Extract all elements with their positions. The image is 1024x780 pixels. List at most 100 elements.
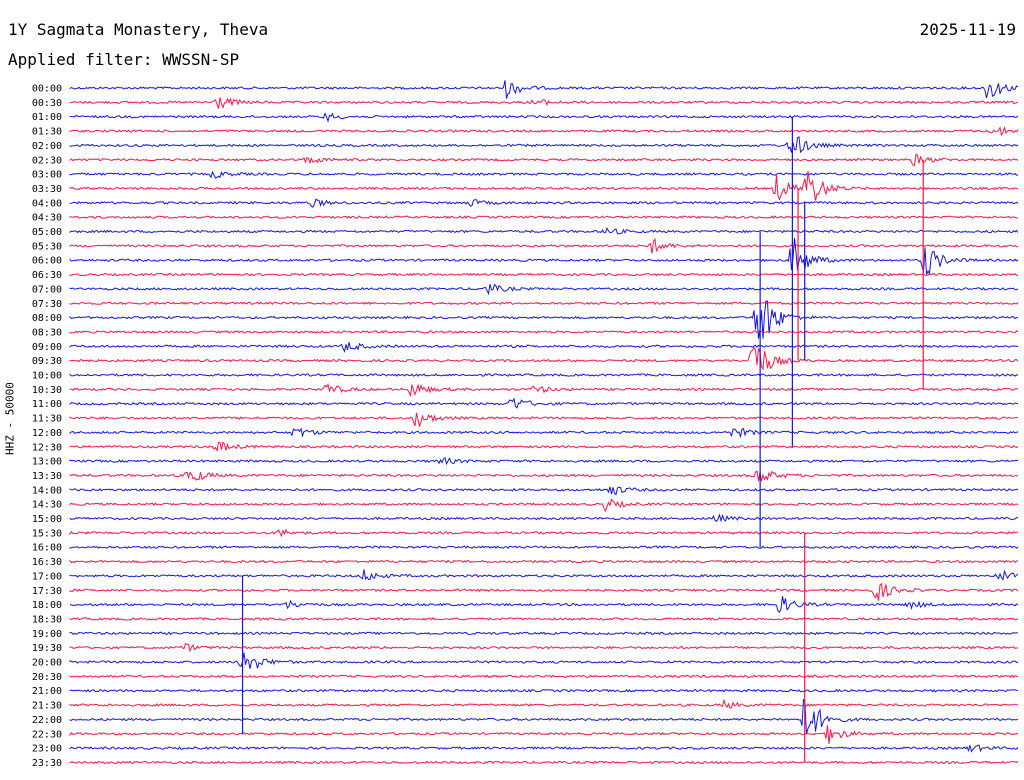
row-time-label: 20:00 [32,658,62,669]
row-time-label: 00:00 [32,84,62,95]
trace-line-0730 [69,301,1019,306]
trace-line-1030 [69,383,1019,398]
row-time-label: 18:30 [32,614,62,625]
trace-line-1500 [69,513,1019,523]
trace-line-1830 [69,617,1019,621]
row-time-label: 13:00 [32,457,62,468]
trace-line-1600 [69,545,1019,550]
trace-line-1130 [69,412,1019,428]
trace-line-0830 [69,330,1019,334]
row-time-label: 22:30 [32,729,62,740]
row-time-label: 14:30 [32,500,62,511]
row-time-label: 02:00 [32,141,62,152]
trace-line-0530 [69,237,1019,254]
trace-line-1300 [69,456,1019,466]
trace-line-0400 [69,198,1019,208]
row-time-label: 04:30 [32,213,62,224]
row-time-label: 02:30 [32,155,62,166]
trace-line-1730 [69,582,1019,601]
trace-line-1530 [69,528,1018,538]
trace-line-0930 [69,346,1019,371]
trace-line-0100 [69,112,1019,123]
trace-line-2100 [69,688,1019,693]
row-time-label: 16:00 [32,543,62,554]
row-time-label: 13:30 [32,471,62,482]
trace-line-0900 [69,342,1019,353]
row-time-label: 23:30 [32,758,62,769]
row-time-label: 09:00 [32,342,62,353]
trace-line-1400 [69,486,1019,496]
trace-line-1630 [69,559,1019,564]
row-time-label: 01:30 [32,127,62,138]
trace-line-0700 [69,283,1019,296]
trace-line-0330 [69,170,1019,201]
row-time-label: 22:00 [32,715,62,726]
row-time-label: 06:00 [32,256,62,267]
row-time-label: 09:30 [32,356,62,367]
trace-line-1000 [69,373,1019,377]
row-time-label: 15:30 [32,528,62,539]
row-time-label: 03:30 [32,184,62,195]
row-time-label: 07:30 [32,299,62,310]
row-time-label: 15:00 [32,514,62,525]
trace-line-1900 [69,631,1019,636]
trace-line-0430 [69,215,1019,220]
row-time-label: 05:30 [32,241,62,252]
row-time-label: 05:00 [32,227,62,238]
trace-line-2300 [69,744,1019,753]
trace-line-0600 [69,238,1019,276]
trace-line-1700 [69,569,1019,581]
trace-line-0000 [69,80,1019,99]
row-time-label: 12:00 [32,428,62,439]
row-time-label: 00:30 [32,98,62,109]
row-time-label: 19:30 [32,643,62,654]
row-time-label: 03:00 [32,170,62,181]
row-time-label: 04:00 [32,198,62,209]
row-time-label: 11:00 [32,399,62,410]
row-time-label: 17:30 [32,586,62,597]
row-time-label: 07:00 [32,284,62,295]
row-time-label: 21:30 [32,701,62,712]
row-time-label: 08:30 [32,327,62,338]
trace-line-1200 [69,427,1019,439]
trace-line-0500 [69,226,1019,235]
row-time-label: 17:00 [32,571,62,582]
trace-line-1930 [69,642,1018,653]
trace-line-0130 [69,125,1019,137]
trace-line-2130 [69,698,1019,709]
trace-line-2030 [69,674,1019,679]
trace-line-1230 [69,441,1019,453]
trace-line-0200 [69,136,1019,154]
row-time-label: 16:30 [32,557,62,568]
trace-line-2200 [69,698,1019,735]
station-title: 1Y Sagmata Monastery, Theva [8,20,269,39]
row-time-label: 14:00 [32,485,62,496]
row-time-label: 21:00 [32,686,62,697]
trace-line-2000 [69,652,1019,669]
trace-line-2230 [69,725,1019,745]
row-time-label: 08:00 [32,313,62,324]
trace-line-1430 [69,498,1019,513]
trace-line-0230 [69,153,1019,166]
row-time-label: 10:00 [32,371,62,382]
row-time-label: 19:00 [32,629,62,640]
trace-line-0630 [69,272,1019,277]
row-time-label: 12:30 [32,442,62,453]
row-time-label: 20:30 [32,672,62,683]
row-time-label: 23:00 [32,744,62,755]
trace-line-1800 [69,596,1019,613]
date-label: 2025-11-19 [919,20,1016,39]
row-time-label: 10:30 [32,385,62,396]
trace-line-0300 [69,170,1019,179]
trace-line-0030 [69,97,1019,110]
trace-line-1100 [69,397,1019,409]
row-time-label: 06:30 [32,270,62,281]
row-time-label: 01:00 [32,112,62,123]
row-time-label: 18:00 [32,600,62,611]
filter-label: Applied filter: WWSSN-SP [8,50,240,69]
trace-line-1330 [69,470,1019,482]
trace-line-2330 [69,760,1019,765]
trace-line-0800 [69,300,1019,339]
row-time-label: 11:30 [32,414,62,425]
